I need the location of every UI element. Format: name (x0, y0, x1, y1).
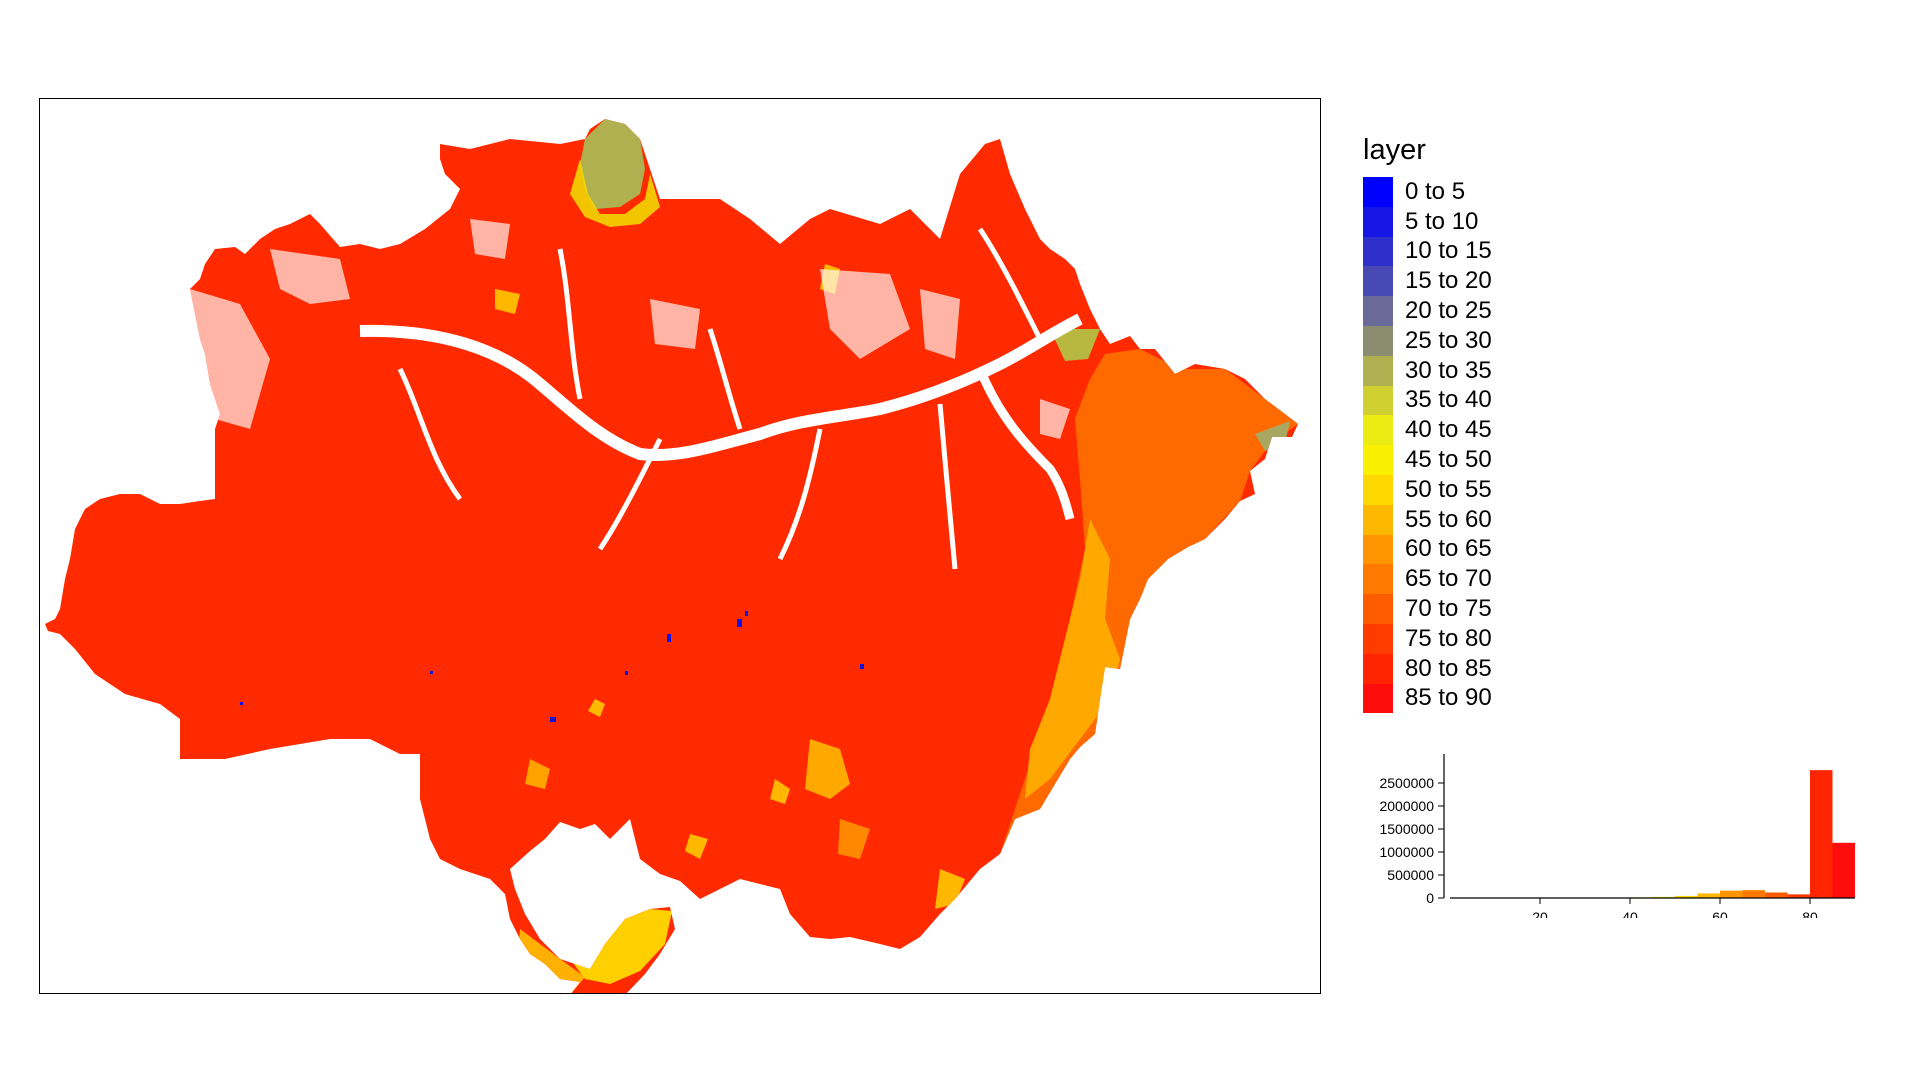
legend-label: 5 to 10 (1405, 207, 1479, 235)
south-yellow-5 (525, 759, 550, 789)
histogram-bar (1742, 890, 1765, 898)
legend-swatch (1363, 236, 1393, 267)
legend-item: 25 to 30 (1363, 325, 1663, 356)
legend-label: 60 to 65 (1405, 535, 1492, 563)
x-tick-label: 40 (1622, 909, 1638, 918)
legend-swatch (1363, 623, 1393, 654)
histogram-bar (1675, 895, 1698, 898)
x-tick-label: 20 (1532, 909, 1548, 918)
legend-item: 70 to 75 (1363, 594, 1663, 624)
south-yellow-6 (838, 819, 870, 859)
legend-swatch (1363, 325, 1393, 356)
legend-item: 80 to 85 (1363, 653, 1663, 684)
legend-label: 25 to 30 (1405, 326, 1492, 354)
y-tick-label: 2000000 (1379, 798, 1434, 814)
legend-label: 85 to 90 (1405, 684, 1492, 712)
histogram: 0 500000 1000000 1500000 2000000 2500000 20 40 6… (1379, 754, 1855, 918)
x-tick-label: 60 (1712, 909, 1728, 918)
legend-label: 15 to 20 (1405, 267, 1492, 295)
legend-item: 0 to 5 (1363, 177, 1663, 207)
histogram-bar (1787, 894, 1810, 898)
legend-swatch (1363, 504, 1393, 535)
legend-item: 35 to 40 (1363, 385, 1663, 416)
legend-label: 65 to 70 (1405, 565, 1492, 593)
legend-swatch (1363, 683, 1393, 714)
legend-item: 75 to 80 (1363, 623, 1663, 654)
legend-title: layer (1363, 134, 1426, 166)
legend-swatch (1363, 266, 1393, 297)
north-yellow-patch (570, 159, 660, 227)
legend-swatch (1363, 415, 1393, 446)
legend-swatch (1363, 206, 1393, 237)
legend-label: 70 to 75 (1405, 595, 1492, 623)
legend-swatch (1363, 564, 1393, 595)
legend-item: 10 to 15 (1363, 236, 1663, 267)
legend-item: 45 to 50 (1363, 445, 1663, 475)
legend-label: 40 to 45 (1405, 416, 1492, 444)
legend-item: 50 to 55 (1363, 474, 1663, 505)
histogram-bar (1832, 842, 1855, 898)
legend-swatch (1363, 653, 1393, 684)
histogram-bar (1765, 892, 1788, 898)
legend-label: 35 to 40 (1405, 386, 1492, 414)
legend-swatch (1363, 177, 1393, 207)
legend-swatch (1363, 385, 1393, 416)
legend-item: 65 to 70 (1363, 564, 1663, 595)
legend-label: 0 to 5 (1405, 177, 1466, 205)
y-tick-label: 1500000 (1379, 821, 1434, 837)
eastern-yellow-band (1025, 519, 1120, 799)
raster-map (45, 119, 1298, 993)
legend-label: 55 to 60 (1405, 505, 1492, 533)
legend-swatch (1363, 445, 1393, 475)
lower-river (975, 367, 1075, 521)
north-olive-patch (580, 119, 645, 209)
legend-label: 80 to 85 (1405, 654, 1492, 682)
legend-label: 30 to 35 (1405, 356, 1492, 384)
legend-item: 55 to 60 (1363, 504, 1663, 535)
legend-swatch (1363, 474, 1393, 505)
y-tick-label: 0 (1426, 890, 1434, 906)
river-tributaries (397, 227, 1043, 570)
legend-label: 50 to 55 (1405, 475, 1492, 503)
y-tick-label: 2500000 (1379, 775, 1434, 791)
legend-label: 20 to 25 (1405, 297, 1492, 325)
legend-item: 60 to 65 (1363, 534, 1663, 565)
legend-swatch (1363, 534, 1393, 565)
south-yellow-2 (518, 929, 585, 993)
legend-item: 40 to 45 (1363, 415, 1663, 446)
histogram-bar (1810, 770, 1833, 898)
y-tick-label: 500000 (1387, 867, 1434, 883)
north-white-patches (190, 219, 1070, 439)
east-olive-coast (1050, 329, 1100, 361)
legend-label: 10 to 15 (1405, 237, 1492, 265)
south-yellow-3 (805, 739, 850, 799)
legend-label: 75 to 80 (1405, 624, 1492, 652)
legend-item: 20 to 25 (1363, 296, 1663, 326)
legend-swatch (1363, 355, 1393, 386)
legend-item: 85 to 90 (1363, 683, 1663, 714)
legend-item: 5 to 10 (1363, 206, 1663, 237)
histogram-bar (1720, 890, 1743, 898)
map-panel (39, 98, 1321, 994)
legend-label: 45 to 50 (1405, 446, 1492, 474)
histogram-bar (1697, 893, 1720, 898)
south-yellow-1 (570, 899, 672, 984)
legend-item: 30 to 35 (1363, 355, 1663, 386)
main-river (359, 313, 1083, 461)
legend-item: 15 to 20 (1363, 266, 1663, 297)
y-tick-label: 1000000 (1379, 844, 1434, 860)
legend-swatch (1363, 594, 1393, 624)
south-yellow-4 (935, 869, 965, 909)
legend-swatch (1363, 296, 1393, 326)
x-tick-label: 80 (1802, 909, 1818, 918)
outlier-pixels (240, 611, 864, 722)
